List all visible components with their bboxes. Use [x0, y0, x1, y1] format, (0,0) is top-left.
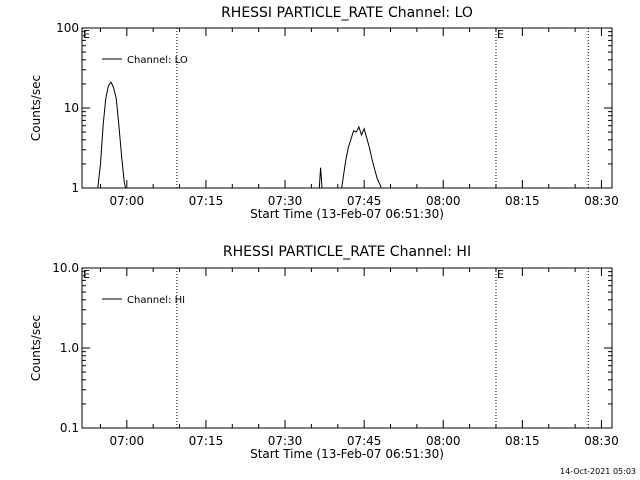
footer-timestamp: 14-Oct-2021 05:03: [560, 467, 636, 476]
x-tick-label: 07:45: [347, 434, 382, 448]
panel-lo: RHESSI PARTICLE_RATE Channel: LO E E 07:00 0…: [29, 5, 619, 221]
x-tick-label: 07:45: [347, 194, 382, 208]
series-line-0: [341, 125, 382, 189]
event-marker-label: E: [497, 268, 504, 281]
plot-frame: [81, 27, 613, 189]
event-marker-label: E: [497, 28, 504, 41]
event-marker-label: E: [83, 268, 90, 281]
y-tick-label: 0.1: [60, 421, 79, 435]
x-tick-label: 07:30: [268, 434, 303, 448]
y-tick-label: 10.0: [52, 261, 79, 275]
chart-title: RHESSI PARTICLE_RATE Channel: HI: [223, 244, 471, 260]
plot-frame: [81, 267, 613, 429]
x-tick-label: 08:15: [505, 434, 540, 448]
x-tick-label: 08:00: [426, 434, 461, 448]
y-axis-label: Counts/sec: [29, 75, 43, 141]
y-tick-label: 100: [56, 21, 79, 35]
x-tick-label: 08:00: [426, 194, 461, 208]
legend-entry: Channel: HI: [127, 295, 185, 306]
x-tick-label: 07:15: [189, 194, 224, 208]
y-axis-label: Counts/sec: [29, 315, 43, 381]
x-axis-label: Start Time (13-Feb-07 06:51:30): [250, 447, 444, 461]
panel-hi: RHESSI PARTICLE_RATE Channel: HI E E 07:00 0…: [29, 244, 619, 461]
chart-title: RHESSI PARTICLE_RATE Channel: LO: [221, 5, 473, 21]
event-marker-label: E: [83, 28, 90, 41]
x-tick-label: 08:30: [584, 434, 619, 448]
x-tick-label: 08:30: [584, 194, 619, 208]
y-tick-label: 1.0: [60, 341, 79, 355]
y-tick-label: 10: [64, 101, 79, 115]
x-tick-label: 07:15: [189, 434, 224, 448]
x-tick-label: 07:00: [110, 194, 145, 208]
x-tick-label: 08:15: [505, 194, 540, 208]
x-tick-label: 07:30: [268, 194, 303, 208]
series-line-0: [97, 81, 126, 189]
legend-entry: Channel: LO: [127, 55, 188, 66]
y-tick-label: 1: [71, 181, 79, 195]
series-line-0: [318, 167, 323, 189]
x-tick-label: 07:00: [110, 434, 145, 448]
x-axis-label: Start Time (13-Feb-07 06:51:30): [250, 207, 444, 221]
